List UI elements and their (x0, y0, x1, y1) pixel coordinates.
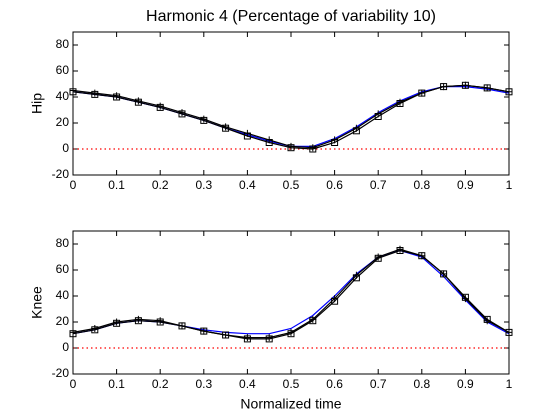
y-tick-label: 80 (56, 236, 70, 250)
y-tick-label: 60 (56, 262, 70, 276)
square-marker (396, 247, 404, 254)
plus-marker (265, 334, 273, 342)
x-tick-label: 1 (506, 377, 513, 391)
axes-background (73, 231, 509, 374)
square-marker (178, 322, 186, 330)
plus-marker (134, 97, 142, 105)
x-tick-label: 0.6 (326, 178, 343, 192)
square-marker (309, 317, 317, 325)
square-marker (418, 252, 426, 260)
y-axis-label: Hip (29, 93, 45, 114)
square-marker (178, 110, 186, 118)
x-tick-label: 1 (506, 178, 513, 192)
square-marker (440, 270, 448, 278)
x-tick-label: 0.2 (152, 377, 169, 391)
square-marker (134, 98, 142, 106)
y-tick-label: 0 (62, 141, 69, 155)
square-marker (91, 90, 99, 98)
square-marker (222, 124, 230, 132)
x-tick-label: 0.9 (457, 377, 474, 391)
square-marker (418, 89, 426, 97)
plus-marker (91, 89, 99, 97)
square-marker (113, 319, 121, 327)
x-tick-label: 0.7 (370, 178, 387, 192)
y-tick-label: 20 (56, 115, 70, 129)
y-tick-label: 60 (56, 63, 70, 77)
square-marker (91, 326, 99, 334)
plus-marker (156, 102, 164, 110)
y-tick-label: 0 (62, 340, 69, 354)
chart-title: Harmonic 4 (Percentage of variability 10… (146, 8, 436, 25)
y-tick-label: 20 (56, 314, 70, 328)
plus-marker (243, 334, 251, 342)
y-tick-label: -20 (52, 366, 70, 380)
square-marker (265, 335, 273, 343)
x-tick-label: 0 (70, 377, 77, 391)
square-marker (483, 315, 491, 323)
x-tick-label: 0.4 (239, 178, 256, 192)
plus-marker (134, 315, 142, 323)
plus-marker (156, 317, 164, 325)
square-marker (200, 327, 208, 335)
square-marker (265, 139, 273, 146)
x-tick-label: 0.8 (413, 377, 430, 391)
square-marker (134, 317, 142, 325)
square-marker (461, 81, 469, 89)
square-marker (483, 84, 491, 92)
square-marker (243, 335, 251, 343)
x-tick-label: 0 (70, 178, 77, 192)
square-marker (113, 93, 121, 101)
y-tick-label: 80 (56, 37, 70, 51)
plus-marker (113, 92, 121, 100)
series-line (72, 84, 510, 150)
x-axis-label: Normalized time (240, 396, 341, 412)
square-marker (243, 132, 251, 140)
square-marker (309, 145, 317, 153)
plus-marker (113, 318, 121, 326)
square-marker (222, 331, 230, 339)
plus-marker (287, 142, 295, 150)
x-tick-label: 0.7 (370, 377, 387, 391)
square-marker (461, 293, 469, 301)
axes-box (72, 31, 510, 176)
square-marker (440, 83, 448, 91)
x-tick-label: 0.6 (326, 377, 343, 391)
square-marker (200, 116, 208, 124)
square-marker (396, 100, 404, 107)
series-line (72, 249, 510, 340)
x-tick-label: 0.1 (108, 178, 125, 192)
plus-marker (461, 295, 469, 303)
y-axis-label: Knee (29, 286, 45, 319)
x-tick-label: 0.2 (152, 178, 169, 192)
x-tick-label: 0.8 (413, 178, 430, 192)
square-marker (374, 254, 382, 262)
square-marker (374, 113, 382, 120)
x-tick-label: 0.3 (195, 178, 212, 192)
y-tick-label: -20 (52, 167, 70, 181)
square-marker (287, 144, 295, 152)
x-tick-label: 0.1 (108, 377, 125, 391)
plus-marker (396, 245, 404, 253)
y-tick-label: 40 (56, 89, 70, 103)
square-marker (287, 330, 295, 338)
square-marker (352, 274, 360, 282)
x-tick-label: 0.9 (457, 178, 474, 192)
y-tick-label: 40 (56, 288, 70, 302)
axes-box (72, 230, 510, 375)
square-marker (352, 127, 360, 135)
x-tick-label: 0.5 (283, 377, 300, 391)
square-marker (156, 103, 164, 111)
x-tick-label: 0.5 (283, 178, 300, 192)
x-tick-label: 0.3 (195, 377, 212, 391)
square-marker (156, 318, 164, 326)
square-marker (331, 297, 339, 305)
x-tick-label: 0.4 (239, 377, 256, 391)
square-marker (331, 139, 339, 146)
